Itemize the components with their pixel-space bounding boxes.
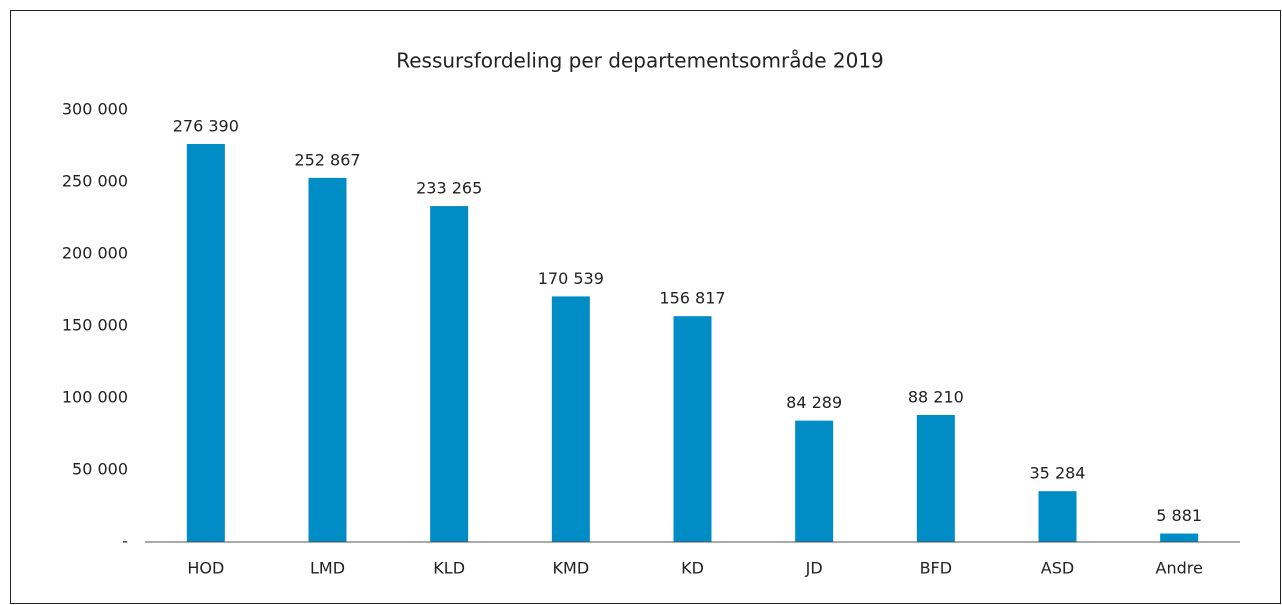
x-tick-label: Andre (1156, 559, 1203, 578)
y-tick-label: 50 000 (72, 460, 128, 479)
value-label: 252 867 (294, 150, 360, 169)
bar (1160, 533, 1199, 542)
x-tick-label: LMD (310, 559, 345, 578)
value-label: 35 284 (1030, 464, 1086, 483)
bar (186, 143, 225, 542)
value-label: 276 390 (173, 116, 239, 135)
x-tick-label: KMD (553, 559, 590, 578)
bar (916, 414, 955, 542)
y-tick-label: 250 000 (62, 172, 128, 191)
y-tick-label: - (122, 532, 128, 551)
value-label: 84 289 (786, 393, 842, 412)
value-label: 156 817 (659, 289, 725, 308)
x-tick-label: KD (681, 559, 704, 578)
x-tick-label: ASD (1041, 559, 1074, 578)
chart-title: Ressursfordeling per departementsområde … (396, 49, 884, 73)
value-label: 233 265 (416, 179, 482, 198)
bar (1038, 491, 1077, 542)
bar (308, 177, 347, 542)
x-tick-label: HOD (187, 559, 224, 578)
bar (673, 316, 712, 542)
y-tick-label: 100 000 (62, 388, 128, 407)
bar (551, 296, 590, 542)
value-label: 88 210 (908, 387, 964, 406)
y-tick-label: 300 000 (62, 100, 128, 119)
y-tick-label: 200 000 (62, 244, 128, 263)
bar (430, 206, 469, 543)
x-tick-label: JD (805, 559, 823, 578)
value-label: 5 881 (1156, 506, 1202, 525)
y-tick-label: 150 000 (62, 316, 128, 335)
x-tick-label: BFD (920, 559, 953, 578)
value-label: 170 539 (538, 269, 604, 288)
bar (795, 420, 834, 542)
x-tick-label: KLD (433, 559, 465, 578)
